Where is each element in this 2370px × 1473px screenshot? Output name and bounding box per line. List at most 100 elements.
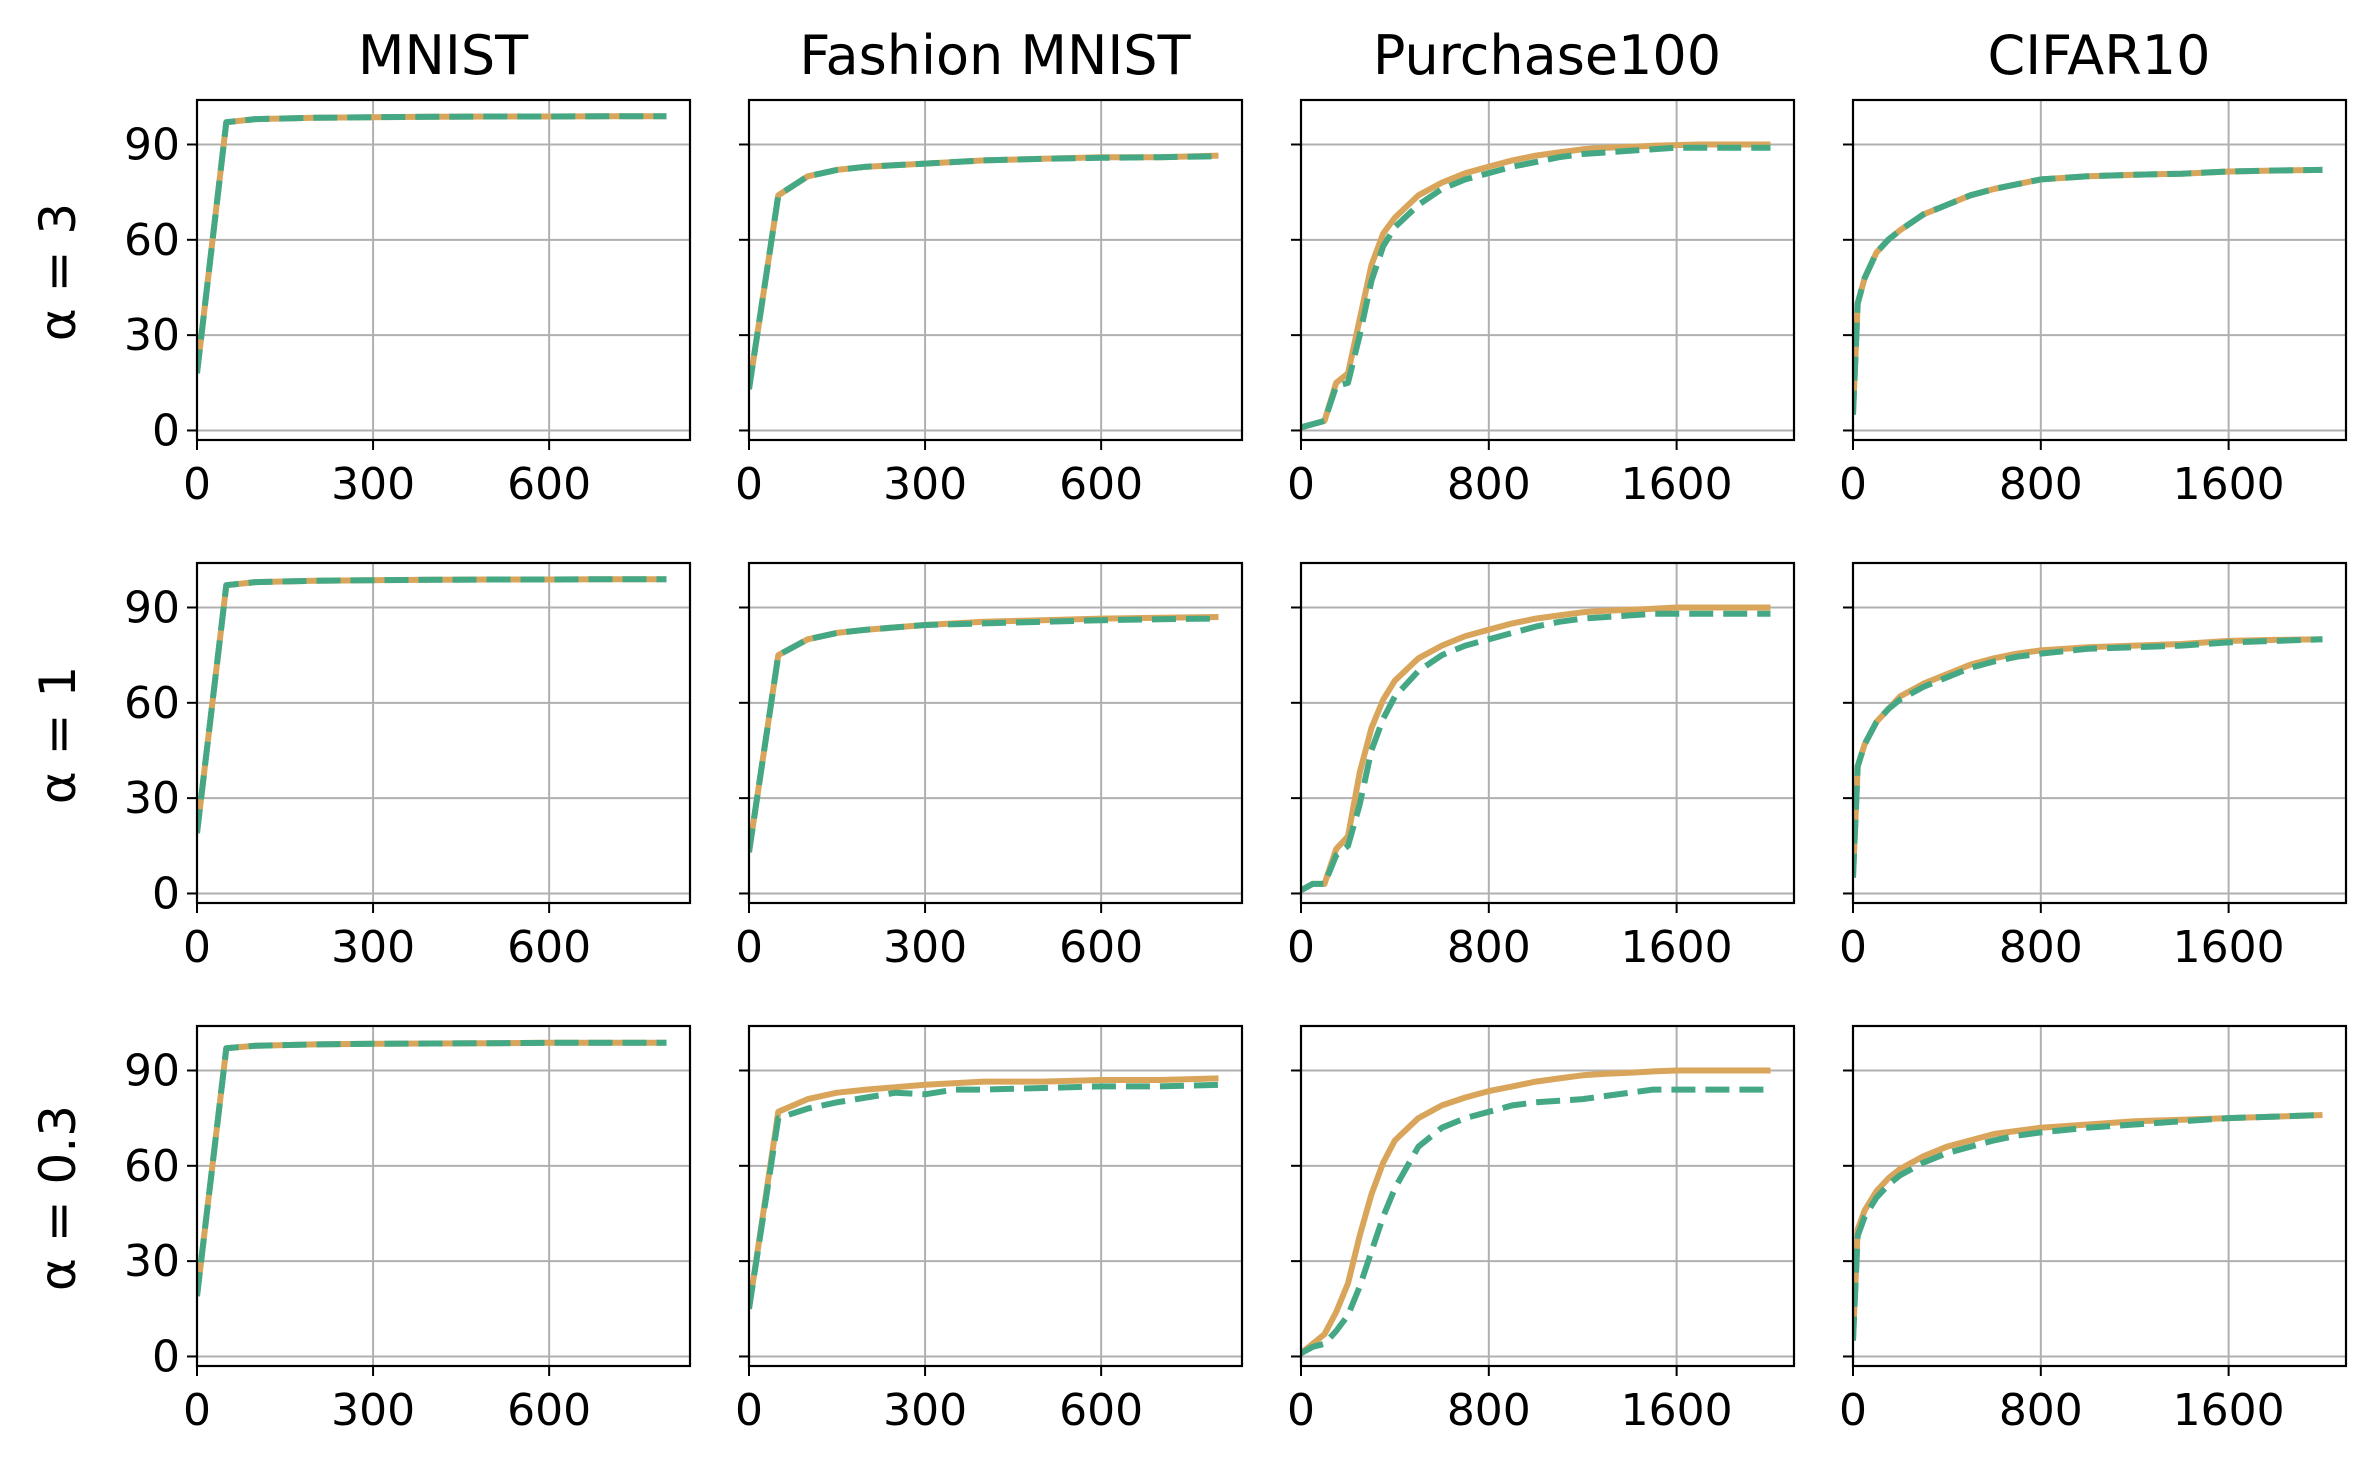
panel-fashion-mnist-alpha-1: 0 300 600 [735,561,1244,973]
column-titles: MNIST Fashion MNIST Purchase100 CIFAR10 [358,24,2211,87]
series-line-solid [749,614,1219,853]
series-line-solid [1853,1112,2323,1341]
y-tick-label-90: 90 [124,1045,180,1096]
x-tick-label-600: 600 [1059,459,1143,510]
y-tick-label-0: 0 [152,868,180,919]
panel-mnist-alpha-3: 0 300 600 0 30 60 90 [124,98,692,510]
x-tick-label-800: 800 [1447,922,1531,973]
panel-purchase100-alpha-0-3-frame [1299,1024,1796,1368]
x-tick-label-600: 600 [1059,922,1143,973]
x-tick-label-800: 800 [1999,922,2083,973]
panel-mnist-alpha-0-3: 0 300 600 0 30 60 90 [124,1024,692,1436]
panel-mnist-alpha-1: 0 300 600 0 30 60 90 [124,561,692,973]
series-line-solid [1853,166,2323,415]
y-tick-label-60: 60 [124,1141,180,1192]
series-line-dashed [1853,1112,2323,1341]
series-line-dashed [1301,144,1771,431]
row-label-alpha-3: α = 3 [29,203,87,341]
y-tick-label-60: 60 [124,678,180,729]
x-tick-label-1600: 1600 [1621,1385,1733,1436]
x-tick-label-1600: 1600 [1621,459,1733,510]
series-line-solid [1301,141,1771,431]
panel-cifar10-alpha-1-frame [1851,561,2348,905]
y-tick-label-30: 30 [124,773,180,824]
y-tick-label-90: 90 [124,582,180,633]
series-line-dashed [1853,636,2323,878]
row-label-alpha-1: α = 1 [29,666,87,804]
panel-fashion-mnist-alpha-0-3-frame [747,1024,1244,1368]
series-line-dashed [197,576,667,834]
y-tick-label-30: 30 [124,310,180,361]
panel-mnist-alpha-3-frame [195,98,692,442]
x-tick-label-0: 0 [1287,459,1315,510]
panel-purchase100-alpha-1: 0 800 1600 [1287,561,1796,973]
x-tick-label-600: 600 [507,459,591,510]
x-tick-label-0: 0 [183,922,211,973]
series-line-solid [197,576,667,834]
x-tick-label-300: 300 [883,459,967,510]
series-line-dashed [749,615,1219,853]
x-tick-label-1600: 1600 [2173,922,2285,973]
series-line-dashed [749,1081,1219,1310]
column-title-fashion-mnist: Fashion MNIST [799,24,1191,87]
panel-purchase100-alpha-1-frame [1299,561,1796,905]
x-tick-label-300: 300 [331,459,415,510]
series-line-solid [1301,1067,1771,1356]
panel-fashion-mnist-alpha-0-3: 0 300 600 [735,1024,1244,1436]
column-title-purchase100: Purchase100 [1373,24,1721,87]
x-tick-label-0: 0 [1839,922,1867,973]
x-tick-label-800: 800 [1447,459,1531,510]
x-tick-label-300: 300 [331,922,415,973]
y-tick-label-60: 60 [124,215,180,266]
x-tick-label-0: 0 [1287,1385,1315,1436]
x-tick-label-0: 0 [183,1385,211,1436]
series-line-dashed [1301,1086,1771,1356]
x-tick-label-300: 300 [331,1385,415,1436]
x-tick-label-600: 600 [507,922,591,973]
y-tick-label-0: 0 [152,1331,180,1382]
panel-mnist-alpha-1-frame [195,561,692,905]
y-tick-label-90: 90 [124,119,180,170]
x-tick-label-0: 0 [735,459,763,510]
series-line-dashed [197,113,667,374]
panel-purchase100-alpha-0-3: 0 800 1600 [1287,1024,1796,1436]
x-tick-label-0: 0 [1287,922,1315,973]
series-line-solid [749,152,1219,390]
series-line-dashed [749,153,1219,390]
x-tick-label-800: 800 [1447,1385,1531,1436]
panel-cifar10-alpha-3: 0 800 1600 [1839,98,2348,510]
x-tick-label-600: 600 [1059,1385,1143,1436]
x-tick-label-0: 0 [735,922,763,973]
series-line-dashed [1853,166,2323,415]
panel-purchase100-alpha-3: 0 800 1600 [1287,98,1796,510]
panel-mnist-alpha-0-3-frame [195,1024,692,1368]
x-tick-label-0: 0 [735,1385,763,1436]
x-tick-label-0: 0 [1839,1385,1867,1436]
column-title-cifar10: CIFAR10 [1988,24,2211,87]
x-tick-label-800: 800 [1999,1385,2083,1436]
series-line-solid [749,1075,1219,1310]
panel-cifar10-alpha-0-3-frame [1851,1024,2348,1368]
panel-purchase100-alpha-3-frame [1299,98,1796,442]
series-line-solid [197,1039,667,1297]
x-tick-label-600: 600 [507,1385,591,1436]
panel-fashion-mnist-alpha-3-frame [747,98,1244,442]
x-tick-label-0: 0 [183,459,211,510]
x-tick-label-0: 0 [1839,459,1867,510]
x-tick-label-1600: 1600 [2173,1385,2285,1436]
panel-fashion-mnist-alpha-3: 0 300 600 [735,98,1244,510]
x-tick-label-800: 800 [1999,459,2083,510]
column-title-mnist: MNIST [358,24,529,87]
row-label-alpha-0-3: α = 0.3 [29,1105,87,1291]
x-tick-label-300: 300 [883,922,967,973]
x-tick-label-1600: 1600 [1621,922,1733,973]
x-tick-label-1600: 1600 [2173,459,2285,510]
x-tick-label-300: 300 [883,1385,967,1436]
series-line-solid [1853,636,2323,878]
panel-fashion-mnist-alpha-1-frame [747,561,1244,905]
panel-cifar10-alpha-1: 0 800 1600 [1839,561,2348,973]
y-tick-label-30: 30 [124,1236,180,1287]
series-line-dashed [1301,610,1771,893]
